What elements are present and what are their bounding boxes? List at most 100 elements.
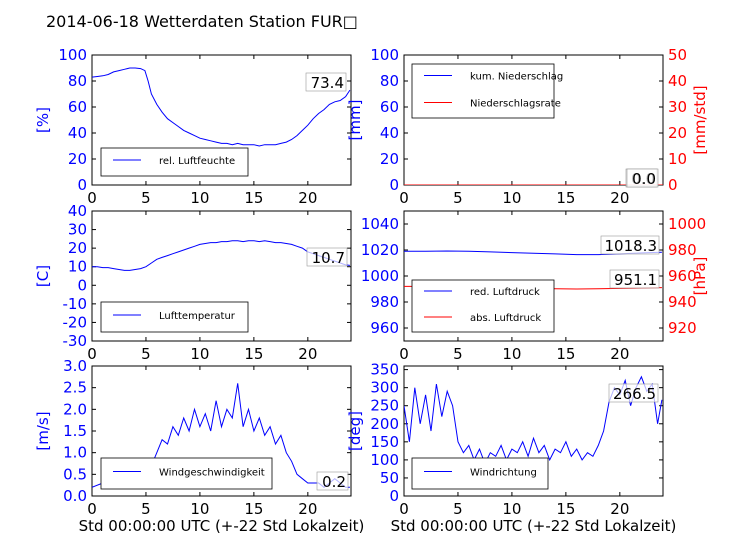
y-tick-label: 0.5 [63,465,87,483]
x-tick-label: 5 [141,345,151,363]
x-tick-label: 10 [190,189,209,207]
y2-tick-label: 960 [668,267,697,285]
legend: Lufttemperatur [100,301,249,333]
x-tick-label: 5 [141,500,151,518]
y-tick-label: 1.0 [63,444,87,462]
legend: rel. Luftfeuchte [100,147,249,177]
x-tick-label: 15 [556,500,575,518]
y-tick-label: 0.0 [63,487,87,505]
y-tick-label: 10 [68,258,87,276]
y-tick-label: 20 [68,150,87,168]
y2-axis-label: [mm/std] [691,85,709,154]
legend-box [100,457,273,490]
y2-tick-label: 40 [668,72,687,90]
x-tick-label: 20 [610,345,629,363]
y-tick-label: 60 [68,98,87,116]
annotation-box [626,168,659,188]
y-tick-label: 20 [68,239,87,257]
x-tick-label: 5 [141,189,151,207]
y2-tick-label: 920 [668,319,697,337]
legend-label: Windrichtung [470,468,537,479]
chart-panel-5: 0 5 10 15 20 0.0 0.5 1.0 1.5 2.0 2.5 3.0 [m/s] Std 00… [34,357,364,535]
y-tick-label: 80 [380,72,399,90]
y-tick-label: 2.5 [63,379,87,397]
x-tick-label: 10 [502,345,521,363]
y-tick-label: -10 [63,295,88,313]
y-tick-label: 100 [58,46,87,64]
chart-panel-1: 0 5 10 15 20 0 20 40 60 80 100 [%] rel. Luftfeuchte 7… [34,46,352,207]
y-tick-label: 1020 [361,241,399,259]
y-tick-label: 1040 [361,215,399,233]
x-tick-label: 15 [244,345,263,363]
y2-tick-label: 940 [668,293,697,311]
y2-tick-label: 980 [668,241,697,259]
x-tick-label: 0 [399,500,409,518]
x-tick-label: 15 [556,345,575,363]
legend: Windrichtung [411,457,549,490]
legend-box [100,301,249,333]
y-tick-label: 0 [77,176,87,194]
y-tick-label: 0 [389,176,399,194]
y-tick-label: -30 [63,332,88,350]
y-tick-label: 960 [370,319,399,337]
y-tick-label: 980 [370,293,399,311]
chart-panel-3: 0 5 10 15 20-30-20-10010203040[C]Lufttempera… [34,202,352,363]
x-tick-label: 0 [399,345,409,363]
legend-box [411,63,555,119]
y-tick-label: 50 [380,469,399,487]
y-tick-label: 1000 [361,267,399,285]
annotation-label: 0.2 [322,473,346,491]
annotation-box [316,471,349,491]
x-tick-label: 20 [610,500,629,518]
legend-label: rel. Luftfeuchte [159,156,235,167]
y2-tick-label: 20 [668,124,687,142]
y-tick-label: 0 [389,487,399,505]
legend: Windgeschwindigkeit [100,457,273,490]
y-tick-label: 3.0 [63,357,87,375]
y-tick-label: 40 [68,124,87,142]
chart-panel-2: 0 5 10 15 20 0 20 40 60 80 100 0 10 20 30 40 50 [mm] [mm/s… [346,46,709,207]
y2-axis-label: [hPa] [691,257,709,296]
x-axis-label: Std 00:00:00 UTC (+-22 Std Lokalzeit) [79,517,365,535]
y-tick-label: 30 [68,221,87,239]
x-tick-label: 10 [190,500,209,518]
x-tick-label: 20 [298,500,317,518]
legend-box [411,279,555,333]
x-tick-label: 0 [87,500,97,518]
x-tick-label: 10 [502,189,521,207]
y-tick-label: 250 [370,397,399,415]
x-tick-label: 15 [244,500,263,518]
x-tick-label: 0 [87,189,97,207]
annotation-box [600,235,660,255]
legend-label: red. Luftdruck [470,287,540,298]
series-line-1 [92,67,351,147]
annotation-box [608,383,659,403]
legend-label: Lufttemperatur [159,311,236,322]
annotation-label: 266.5 [613,385,656,403]
y-tick-label: 0 [77,276,87,294]
annotation-label: 73.4 [311,74,344,92]
y-tick-label: 2.0 [63,400,87,418]
y-tick-label: 300 [370,379,399,397]
x-axis-label: Std 00:00:00 UTC (+-22 Std Lokalzeit) [391,517,677,535]
y-axis-label: [%] [34,107,52,133]
legend: kum. Niederschlag Niederschlagsrate [411,63,563,119]
legend-box [411,457,549,490]
legend: red. Luftdruck abs. Luftdruck [411,279,555,333]
x-tick-label: 5 [453,345,463,363]
y-tick-label: 350 [370,361,399,379]
annotation-label: 951.1 [614,271,657,289]
y-tick-label: 20 [380,150,399,168]
x-tick-label: 20 [610,189,629,207]
y-axis-label: [m/s] [34,411,52,450]
y2-tick-label: 0 [668,176,678,194]
legend-label: Niederschlagsrate [470,99,561,110]
y-tick-label: 80 [68,72,87,90]
annotation-label: 10.7 [312,249,345,267]
y2-tick-label: 30 [668,98,687,116]
y-axis-label: [mm] [346,100,364,141]
x-tick-label: 0 [399,189,409,207]
y-tick-label: 100 [370,46,399,64]
